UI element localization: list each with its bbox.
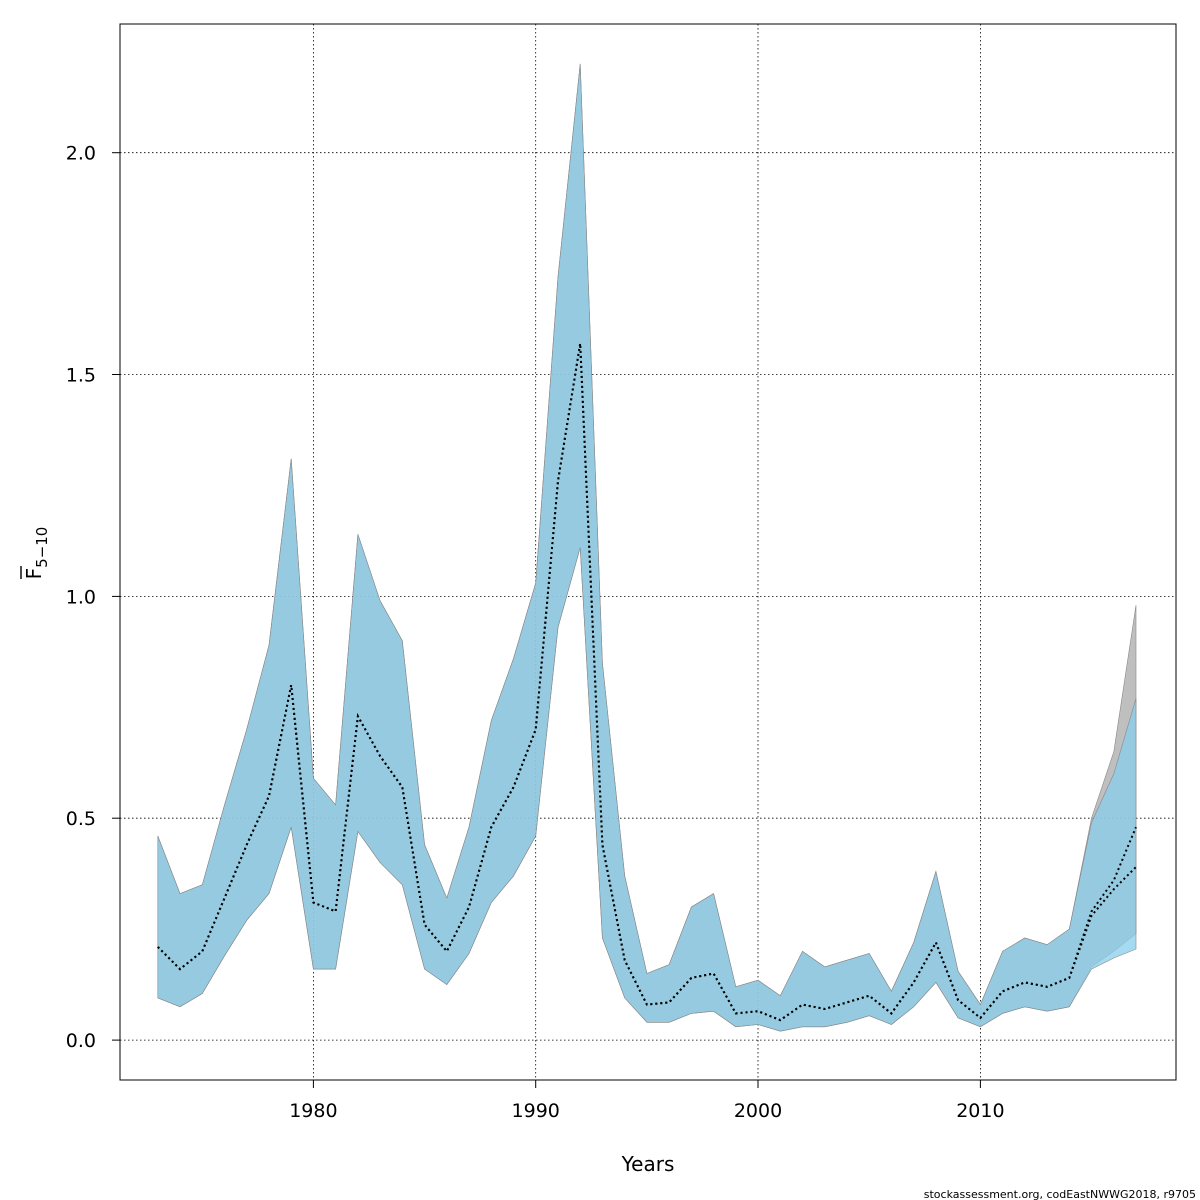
x-tick-label: 1990 — [512, 1100, 560, 1122]
x-tick-label: 1980 — [289, 1100, 337, 1122]
y-tick-label: 0.5 — [66, 808, 96, 830]
grid-layer — [120, 24, 1176, 1080]
plot-frame — [119, 23, 1177, 1081]
x-tick-label: 2000 — [734, 1100, 782, 1122]
y-axis-title-main: F — [22, 568, 46, 580]
y-tick-label: 1.5 — [66, 365, 96, 387]
band-layer — [157, 63, 1137, 1032]
y-tick-label: 1.0 — [66, 586, 96, 608]
svg-text:F5−10: F5−10 — [22, 527, 51, 580]
confidence-band-blue — [157, 63, 1137, 1032]
x-axis-title: Years — [621, 1152, 675, 1176]
estimate-line-2 — [157, 343, 1137, 1022]
credit-text: stockassessment.org, codEastNWWG2018, r9… — [924, 1188, 1196, 1200]
x-tick-label: 2010 — [956, 1100, 1004, 1122]
tick-layer: 1980 1990 2000 2010 0.0 0.5 1.0 1.5 2.0 — [66, 143, 1005, 1122]
y-tick-label: 0.0 — [66, 1030, 96, 1052]
y-axis-title-subscript: 5−10 — [33, 527, 51, 568]
line-layer — [157, 343, 1137, 1022]
y-tick-label: 2.0 — [66, 143, 96, 165]
y-axis-title: F5−10 — [20, 527, 51, 580]
